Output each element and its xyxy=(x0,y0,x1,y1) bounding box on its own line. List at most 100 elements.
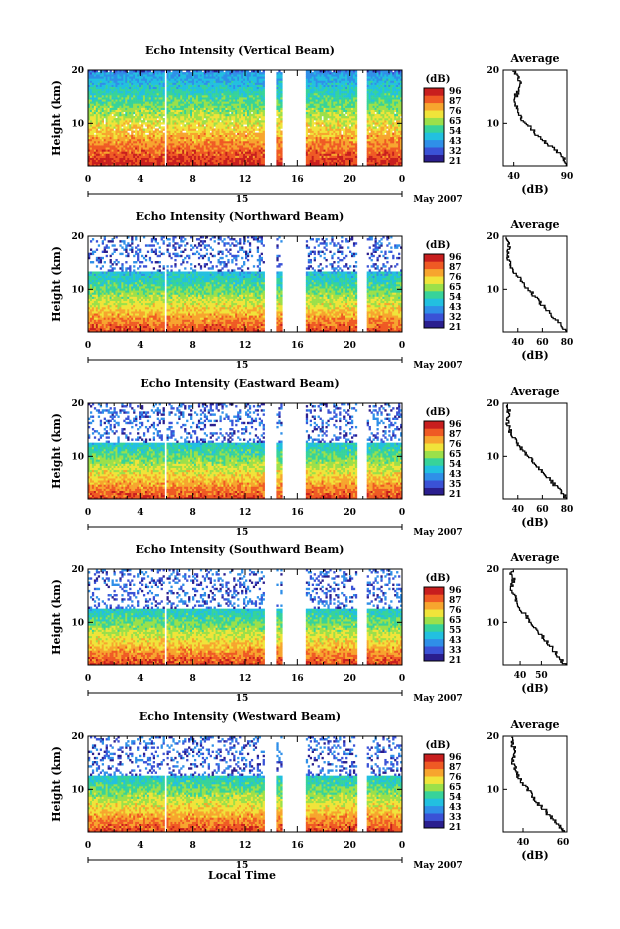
heatmap-cell xyxy=(208,83,210,85)
heatmap-cell xyxy=(310,126,312,128)
heatmap-cell xyxy=(243,131,245,133)
heatmap-cell xyxy=(145,101,147,103)
heatmap-cell xyxy=(263,110,265,112)
heatmap-cell xyxy=(308,158,310,160)
heatmap-cell xyxy=(131,91,133,93)
heatmap-cell xyxy=(243,85,245,87)
heatmap-cell xyxy=(163,105,165,107)
heatmap-cell xyxy=(243,76,245,78)
heatmap-cell xyxy=(318,151,320,153)
heatmap-cell xyxy=(263,153,265,155)
heatmap-cell xyxy=(214,124,216,126)
heatmap-cell xyxy=(92,72,94,74)
heatmap-cell xyxy=(229,149,231,151)
heatmap-cell xyxy=(278,120,280,122)
heatmap-cell xyxy=(157,74,159,76)
heatmap-cell xyxy=(261,97,263,99)
heatmap-cell xyxy=(245,149,247,151)
heatmap-cell xyxy=(141,153,143,155)
heatmap-cell xyxy=(202,93,204,95)
heatmap-cell xyxy=(206,80,208,82)
heatmap-cell xyxy=(172,128,174,130)
heatmap-cell xyxy=(241,103,243,105)
heatmap-cell xyxy=(314,97,316,99)
heatmap-cell xyxy=(112,112,114,114)
heatmap-cell xyxy=(110,160,112,162)
heatmap-cell xyxy=(104,153,106,155)
heatmap-cell xyxy=(200,128,202,130)
heatmap-cell xyxy=(219,118,221,120)
heatmap-cell xyxy=(92,78,94,80)
heatmap-cell xyxy=(167,97,169,99)
heatmap-cell xyxy=(218,78,220,80)
heatmap-cell xyxy=(325,147,327,149)
heatmap-cell xyxy=(216,151,218,153)
heatmap-cell xyxy=(247,153,249,155)
heatmap-cell xyxy=(110,147,112,149)
heatmap-cell xyxy=(327,97,329,99)
heatmap-cell xyxy=(231,76,233,78)
heatmap-cell xyxy=(259,135,261,137)
heatmap-cell xyxy=(94,135,96,137)
heatmap-cell xyxy=(108,145,110,147)
heatmap-cell xyxy=(114,85,116,87)
heatmap-cell xyxy=(221,128,223,130)
heatmap-cell xyxy=(233,99,235,101)
heatmap-cell xyxy=(133,151,135,153)
heatmap-cell xyxy=(149,128,151,130)
heatmap-cell xyxy=(341,124,343,126)
heatmap-cell xyxy=(157,91,159,93)
heatmap-cell xyxy=(208,151,210,153)
heatmap-cell xyxy=(225,85,227,87)
heatmap-cell xyxy=(121,78,123,80)
heatmap-cell xyxy=(257,95,259,97)
heatmap-cell xyxy=(239,89,241,91)
heatmap-cell xyxy=(163,89,165,91)
heatmap-cell xyxy=(145,83,147,85)
heatmap-cell xyxy=(324,74,326,76)
heatmap-cell xyxy=(117,133,119,135)
heatmap-cell xyxy=(186,103,188,105)
heatmap-cell xyxy=(137,116,139,118)
heatmap-cell xyxy=(327,126,329,128)
heatmap-cell xyxy=(206,101,208,103)
heatmap-cell xyxy=(243,143,245,145)
heatmap-cell xyxy=(92,120,94,122)
heatmap-cell xyxy=(237,122,239,124)
heatmap-cell xyxy=(198,87,200,89)
heatmap-cell xyxy=(96,141,98,143)
heatmap-cell xyxy=(194,76,196,78)
heatmap-cell xyxy=(159,101,161,103)
heatmap-cell xyxy=(223,162,225,164)
heatmap-cell xyxy=(92,95,94,97)
heatmap-cell xyxy=(188,99,190,101)
heatmap-cell xyxy=(306,145,308,147)
heatmap-cell xyxy=(182,108,184,110)
heatmap-cell xyxy=(327,95,329,97)
heatmap-cell xyxy=(186,156,188,158)
heatmap-cell xyxy=(198,126,200,128)
heatmap-cell xyxy=(167,101,169,103)
heatmap-cell xyxy=(117,124,119,126)
heatmap-cell xyxy=(249,147,251,149)
heatmap-cell xyxy=(325,133,327,135)
heatmap-cell xyxy=(133,156,135,158)
heatmap-cell xyxy=(219,131,221,133)
heatmap-cell xyxy=(98,112,100,114)
heatmap-cell xyxy=(306,87,308,89)
heatmap-cell xyxy=(186,153,188,155)
heatmap-cell xyxy=(216,76,218,78)
heatmap-cell xyxy=(90,158,92,160)
heatmap-cell xyxy=(172,158,174,160)
heatmap-cell xyxy=(204,87,206,89)
heatmap-cell xyxy=(227,108,229,110)
heatmap-cell xyxy=(325,97,327,99)
heatmap-cell xyxy=(229,131,231,133)
heatmap-cell xyxy=(325,114,327,116)
heatmap-cell xyxy=(125,110,127,112)
heatmap-cell xyxy=(310,158,312,160)
heatmap-cell xyxy=(149,83,151,85)
heatmap-cell xyxy=(204,143,206,145)
heatmap-cell xyxy=(278,114,280,116)
heatmap-cell xyxy=(168,72,170,74)
